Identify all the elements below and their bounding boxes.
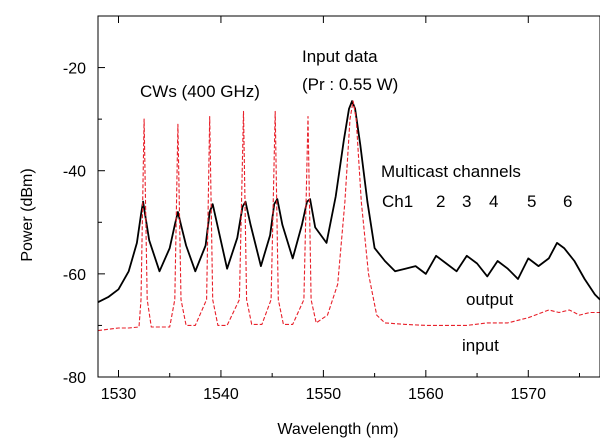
channel-label: 4 — [489, 192, 498, 211]
x-tick-label: 1550 — [306, 386, 342, 403]
annotation-input_data_2: (Pr : 0.55 W) — [302, 75, 398, 94]
y-tick-label: -20 — [63, 61, 86, 78]
channel-label: 5 — [527, 192, 536, 211]
annotation-input_label: input — [462, 336, 499, 355]
y-axis-title: Power (dBm) — [19, 168, 36, 261]
series-input-line — [97, 100, 600, 332]
axes: 1530 1540 1550 1560 1570 -80 -60 -40 -20 — [63, 15, 581, 403]
series-layer — [97, 100, 600, 332]
x-tick-label: 1530 — [101, 386, 137, 403]
annotation-input_data_1: Input data — [302, 47, 378, 66]
x-tick-label: 1540 — [203, 386, 239, 403]
channel-label: Ch1 — [382, 192, 413, 211]
y-tick-label: -60 — [63, 267, 86, 284]
annotation-multicast: Multicast channels — [381, 162, 521, 181]
x-axis-title: Wavelength (nm) — [277, 421, 398, 438]
x-tick-label: 1570 — [510, 386, 546, 403]
channel-label: 3 — [462, 192, 471, 211]
series-output-line — [97, 100, 600, 304]
y-tick-label: -40 — [63, 164, 86, 181]
annotation-output_label: output — [466, 290, 514, 309]
channel-label: 2 — [436, 192, 445, 211]
annotation-layer: CWs (400 GHz) Input data (Pr : 0.55 W) Mult… — [140, 47, 572, 355]
y-tick-label: -80 — [63, 370, 86, 387]
annotation-cw: CWs (400 GHz) — [140, 82, 260, 101]
x-tick-label: 1560 — [408, 386, 444, 403]
plot-frame — [97, 15, 600, 378]
channel-label: 6 — [563, 192, 572, 211]
